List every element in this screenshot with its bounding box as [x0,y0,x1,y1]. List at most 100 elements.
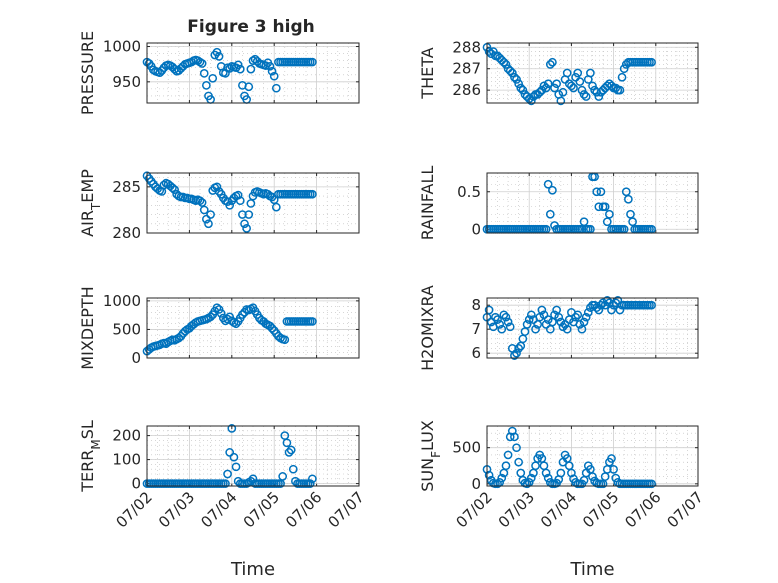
axes-box [486,297,699,359]
data-point [569,83,578,93]
data-point [526,310,536,320]
data-point [501,312,511,322]
x-axis-label: Time [569,559,614,580]
data-point [575,320,585,329]
data-point [600,202,610,212]
data-point [505,322,515,332]
subplot-8: 0 500 SUNFLUX 07/0207/0307/0407/0507/0607/0… [418,420,707,580]
data-point [286,445,296,455]
data-point [246,64,256,74]
data-point [596,300,606,310]
y-tick-label: 285 [112,178,141,196]
y-tick-label: 950 [112,73,141,91]
axes-box [486,425,699,487]
data-point [579,317,589,327]
data-point [499,57,509,67]
y-tick-label: 287 [452,60,481,78]
data-point [308,189,317,199]
data-point [579,217,589,227]
data-point [493,315,502,324]
data-point [619,64,629,74]
data-point [537,305,547,315]
data-point [231,462,241,472]
data-point [221,479,230,488]
y-axis-label: PRESSURE [78,31,97,115]
data-point [503,317,513,327]
data-point [607,454,616,463]
y-axis-label: THETA [418,47,437,99]
data-point [617,72,627,82]
data-point [647,300,656,310]
data-point [611,473,621,483]
data-point [556,317,566,327]
data-point [282,438,292,448]
data-point [493,479,502,489]
axes-background [487,173,698,233]
data-point [229,452,239,462]
y-tick-label: 280 [112,224,141,242]
data-point [516,83,526,93]
data-point [526,473,536,483]
data-point [586,68,595,78]
data-point [269,71,279,81]
data-point [524,94,534,104]
data-point [278,472,288,481]
data-point [543,179,553,189]
data-point [501,60,511,69]
data-point [543,473,553,483]
data-point [280,335,290,345]
data-point [615,305,625,315]
data-point [204,219,213,229]
data-point [573,310,583,320]
data-point [562,68,572,78]
data-point [588,472,597,481]
data-point [548,185,557,195]
y-axis-label: MIXDEPTH [78,286,97,369]
data-point [600,300,610,310]
y-tick-label: 6 [471,344,481,362]
data-point [240,219,249,229]
data-point [647,57,656,67]
data-point [168,183,177,193]
data-point [244,210,254,219]
data-point [605,209,614,219]
data-point [522,320,532,329]
data-point [554,312,564,322]
axes-box [146,172,360,234]
data-point [212,47,222,57]
x-tick-label: 07/03 [155,488,198,531]
data-point [484,470,494,480]
data-point [512,348,521,358]
subplot-2: 286 287 288 THETA [418,38,699,106]
data-point [535,87,545,97]
data-point [308,474,317,484]
data-point [558,87,568,97]
x-tick-label: 07/06 [621,488,664,531]
data-point [271,202,281,212]
data-point [596,187,606,197]
data-point [170,185,179,194]
data-point [199,69,209,78]
data-point [507,68,517,78]
data-point [206,312,215,322]
data-point [512,75,521,84]
data-point [514,79,524,89]
subplot-5: 0 500 1000 MIXDEPTH [78,286,360,370]
data-point [235,64,245,74]
data-point [592,303,602,312]
data-point [586,303,595,312]
data-point [581,312,591,322]
x-tick-label: 07/04 [197,488,240,531]
data-point [514,344,524,353]
data-point [628,217,637,227]
data-point [267,323,277,333]
data-point [225,64,235,73]
axes-box [146,297,360,359]
data-point [567,81,576,91]
y-tick-label: 0 [471,475,481,493]
data-point [155,68,165,77]
data-point [501,461,511,471]
x-tick-label: 07/03 [495,488,538,531]
data-point [609,465,618,474]
data-point [235,196,245,206]
